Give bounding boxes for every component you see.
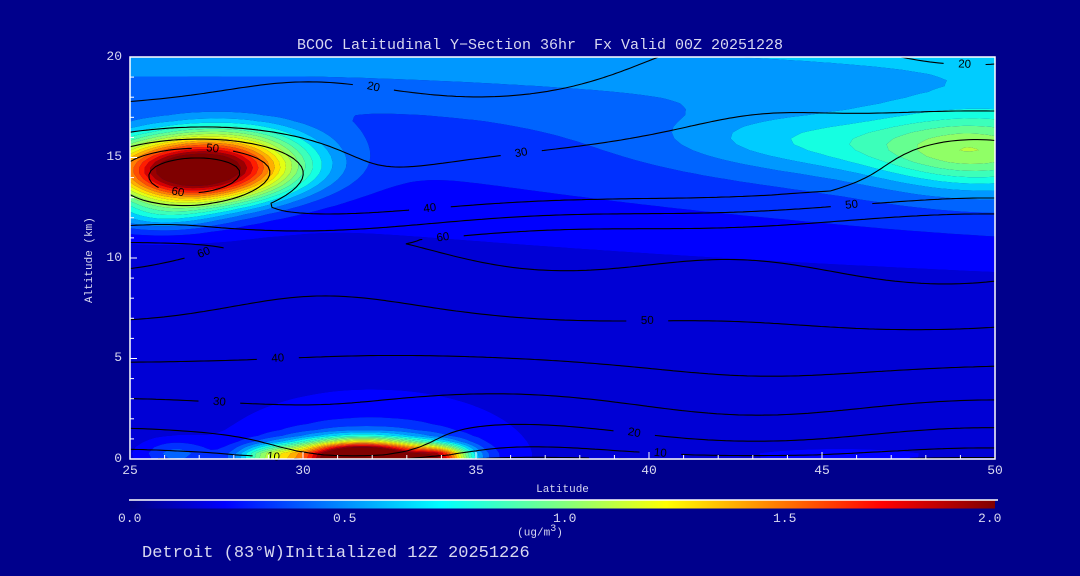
svg-text:20: 20 [958, 58, 971, 71]
svg-text:20: 20 [627, 426, 642, 440]
svg-text:10: 10 [653, 447, 667, 460]
svg-text:50: 50 [641, 315, 654, 327]
svg-text:60: 60 [170, 185, 185, 199]
svg-text:50: 50 [845, 198, 859, 211]
svg-text:30: 30 [213, 396, 227, 409]
svg-text:60: 60 [436, 231, 450, 245]
svg-text:40: 40 [271, 352, 285, 365]
svg-text:50: 50 [206, 142, 220, 155]
svg-text:30: 30 [514, 146, 529, 160]
svg-text:40: 40 [423, 202, 437, 216]
